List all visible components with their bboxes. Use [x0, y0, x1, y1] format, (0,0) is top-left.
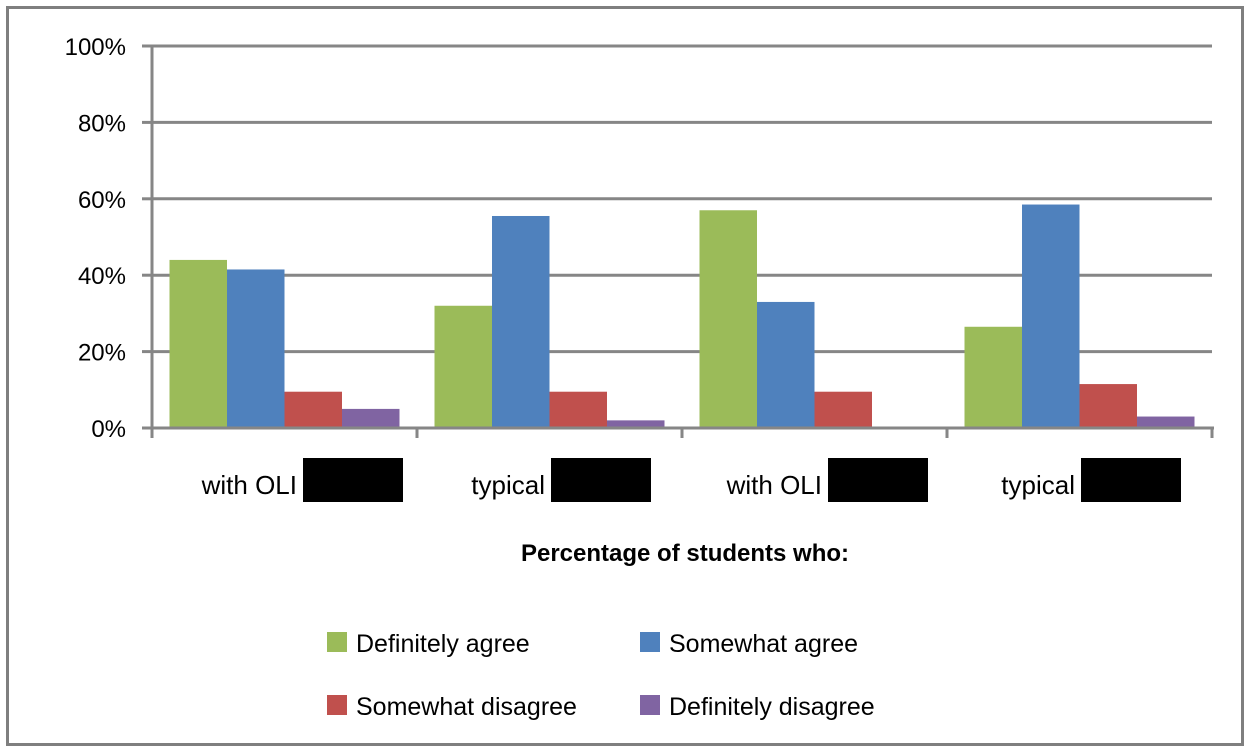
redaction-box	[828, 458, 928, 502]
bar	[342, 408, 400, 428]
bar	[434, 305, 492, 428]
axes	[142, 46, 1214, 438]
bar	[607, 420, 665, 428]
y-tick-label: 0%	[91, 416, 126, 443]
legend-swatch	[327, 695, 347, 715]
bar	[492, 215, 550, 428]
y-tick-label: 20%	[78, 340, 126, 367]
bar	[1022, 204, 1080, 428]
bar	[227, 269, 285, 428]
y-tick-label: 60%	[78, 187, 126, 214]
legend-label: Somewhat disagree	[356, 693, 577, 721]
bar	[549, 391, 607, 428]
y-axis-ticks: 0% 20% 40% 60% 80% 100%	[65, 34, 152, 443]
y-tick-label: 80%	[78, 110, 126, 137]
redaction-box	[1081, 458, 1181, 502]
legend-swatch	[640, 695, 660, 715]
legend-label: Somewhat agree	[669, 630, 858, 658]
redaction-box	[303, 458, 403, 502]
x-tick-label: typical	[471, 470, 545, 500]
legend-label: Definitely agree	[356, 630, 530, 658]
bar	[169, 259, 227, 428]
bar	[814, 391, 872, 428]
bar	[284, 391, 342, 428]
x-tick-label: with OLI	[726, 470, 822, 500]
bar	[757, 301, 815, 428]
legend-label: Definitely disagree	[669, 693, 875, 721]
y-tick-label: 100%	[65, 34, 126, 61]
bar	[964, 326, 1022, 428]
x-tick-label: with OLI	[201, 470, 297, 500]
bar	[1137, 416, 1195, 428]
bar	[1079, 384, 1137, 428]
y-tick-label: 40%	[78, 263, 126, 290]
legend-swatch	[640, 632, 660, 652]
x-tick-label: typical	[1001, 470, 1075, 500]
redaction-box	[551, 458, 651, 502]
legend: Definitely agree Somewhat agree Somewhat d…	[327, 630, 875, 721]
category-labels: with OLI typical with OLI typical	[201, 458, 1181, 502]
legend-swatch	[327, 632, 347, 652]
x-axis-title: Percentage of students who:	[521, 540, 849, 567]
bar	[699, 210, 757, 428]
bars	[169, 204, 1195, 428]
